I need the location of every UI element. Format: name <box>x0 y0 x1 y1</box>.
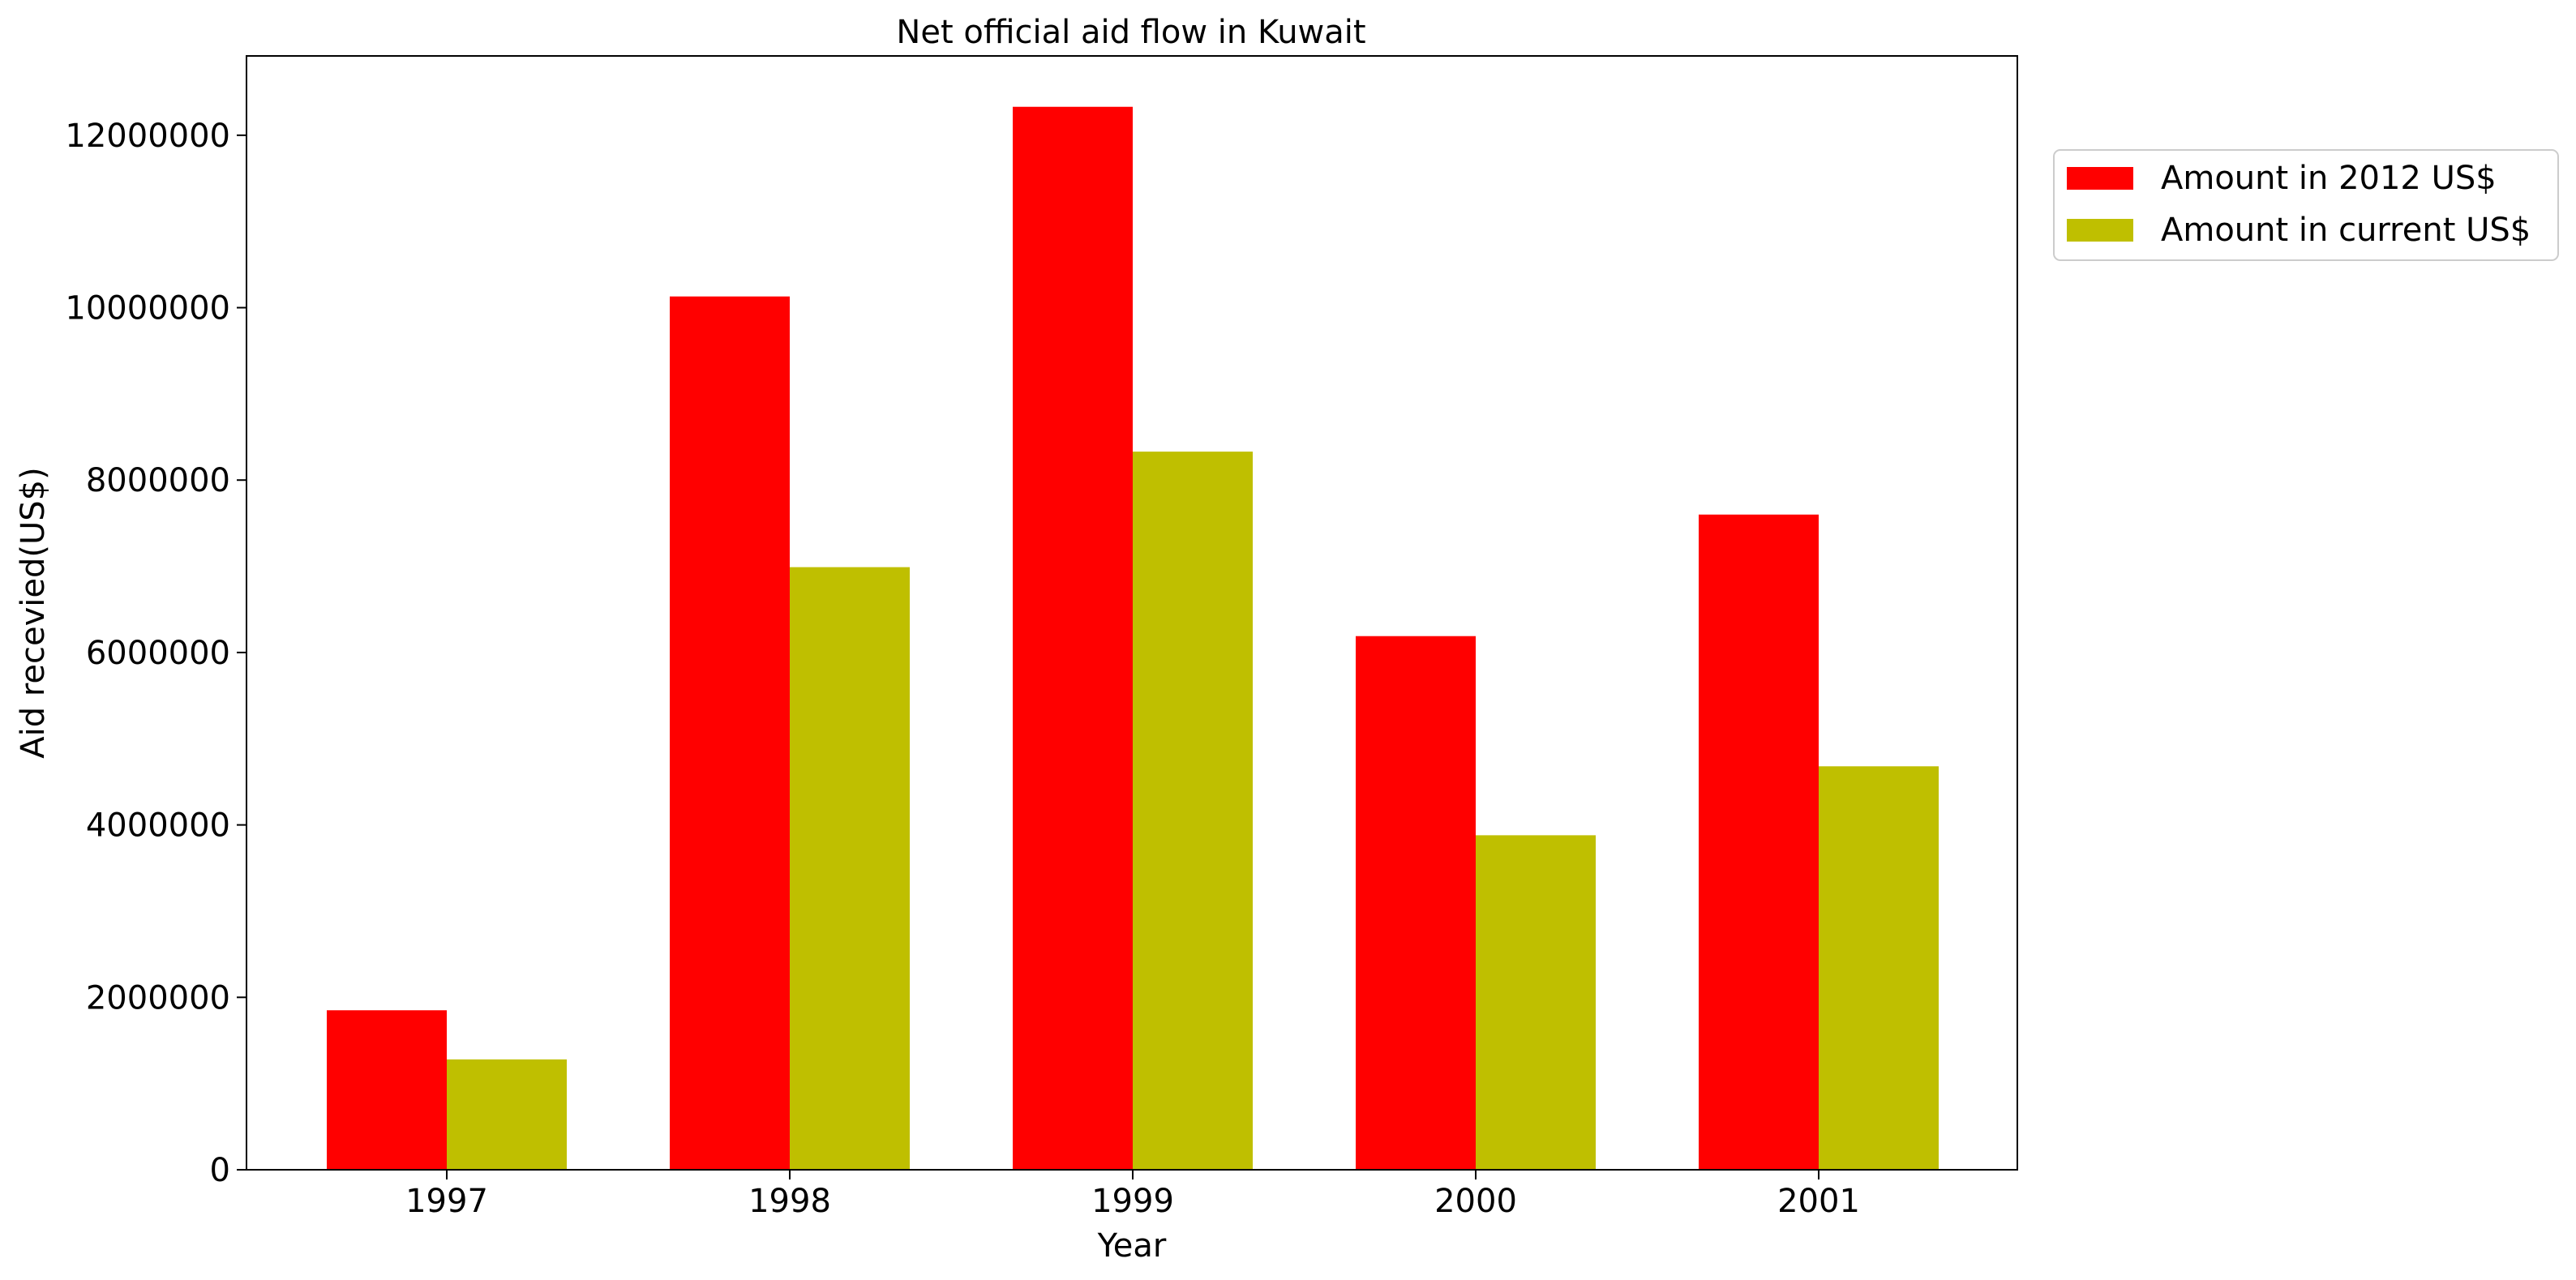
y-tick-label: 6000000 <box>86 635 230 672</box>
y-tick-label: 12000000 <box>65 118 230 155</box>
bar-amount-current-1998 <box>790 567 910 1170</box>
x-axis-label: Year <box>1097 1227 1167 1265</box>
bar-amount-current-2001 <box>1819 766 1939 1170</box>
bar-amount-2012-1997 <box>327 1010 447 1170</box>
x-tick-label: 1999 <box>1091 1183 1174 1220</box>
chart-title: Net official aid flow in Kuwait <box>896 14 1365 51</box>
bar-amount-2012-1999 <box>1013 106 1133 1170</box>
legend: Amount in 2012 US$ Amount in current US$ <box>2053 149 2559 261</box>
bar-amount-current-1999 <box>1133 452 1253 1170</box>
legend-box <box>2053 149 2559 261</box>
legend-swatch <box>2067 219 2133 242</box>
bar-amount-2012-1998 <box>670 296 790 1171</box>
y-tick-label: 8000000 <box>86 462 230 499</box>
legend-swatch <box>2067 167 2133 190</box>
y-tick-label: 4000000 <box>86 807 230 845</box>
x-tick-label: 2000 <box>1434 1183 1517 1220</box>
x-tick-label: 1998 <box>748 1183 831 1220</box>
x-axis: 1997 1998 1999 2000 2001 <box>405 1170 1860 1220</box>
x-tick-label: 1997 <box>405 1183 488 1220</box>
y-tick-label: 0 <box>210 1152 230 1189</box>
bar-amount-2012-2001 <box>1699 514 1819 1170</box>
bars-group <box>327 106 1939 1171</box>
x-tick-label: 2001 <box>1777 1183 1860 1220</box>
y-axis: 0 2000000 4000000 6000000 8000000 10000000 120… <box>65 118 246 1189</box>
legend-label: Amount in 2012 US$ <box>2161 160 2497 197</box>
bar-amount-current-2000 <box>1476 835 1596 1170</box>
bar-amount-current-1997 <box>447 1059 567 1170</box>
y-tick-label: 10000000 <box>65 290 230 327</box>
bar-amount-2012-2000 <box>1356 636 1476 1170</box>
y-tick-label: 2000000 <box>86 979 230 1017</box>
y-axis-label: Aid recevied(US$) <box>15 467 52 758</box>
legend-label: Amount in current US$ <box>2161 212 2531 249</box>
